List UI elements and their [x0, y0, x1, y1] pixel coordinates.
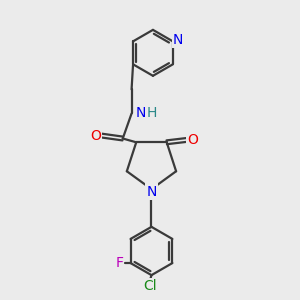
Text: N: N — [173, 33, 183, 47]
Text: O: O — [90, 129, 101, 142]
Text: N: N — [146, 184, 157, 199]
Text: H: H — [147, 106, 157, 121]
Text: Cl: Cl — [143, 279, 157, 293]
Text: O: O — [187, 133, 198, 147]
Text: F: F — [116, 256, 123, 270]
Text: N: N — [136, 106, 146, 121]
